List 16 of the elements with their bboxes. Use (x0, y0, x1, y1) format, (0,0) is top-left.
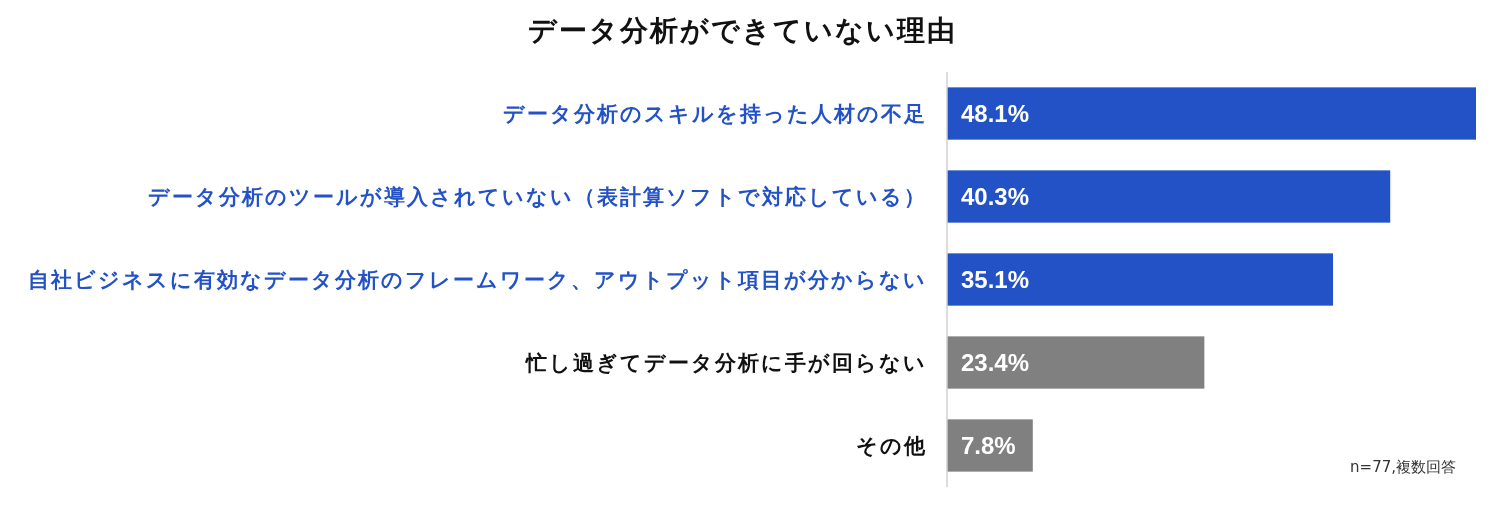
y-tick-label: 忙し過ぎてデータ分析に手が回らない (524, 350, 927, 375)
bar (947, 253, 1334, 306)
data-label: 7.8% (961, 432, 1016, 459)
y-tick-label: その他 (856, 433, 927, 458)
y-tick-label: データ分析のスキルを持った人材の不足 (503, 101, 927, 126)
bar (947, 170, 1391, 223)
bar (947, 87, 1476, 140)
annotation: n=77,複数回答 (1350, 458, 1456, 476)
bar (947, 336, 1205, 389)
data-label: 48.1% (961, 100, 1030, 127)
y-tick-label: 自社ビジネスに有効なデータ分析のフレームワーク、アウトプット項目が分からない (28, 267, 927, 292)
chart-title: データ分析ができていない理由 (527, 13, 957, 47)
data-label: 35.1% (961, 266, 1030, 293)
data-label: 23.4% (961, 349, 1030, 376)
data-label: 40.3% (961, 183, 1030, 210)
y-tick-label: データ分析のツールが導入されていない（表計算ソフトで対応している） (148, 184, 927, 209)
